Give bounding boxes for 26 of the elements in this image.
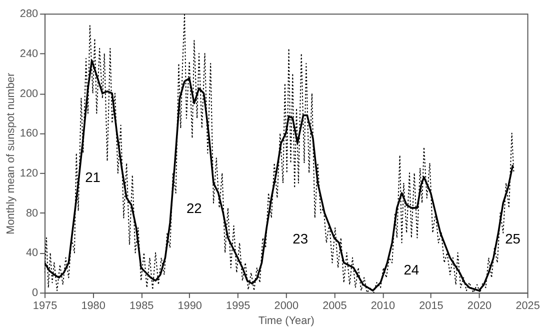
x-axis-title: Time (Year) [258, 314, 314, 327]
y-tick-label: 200 [20, 88, 38, 100]
x-tick-label: 1995 [226, 300, 250, 312]
y-axis-title: Monthly mean of sunspot number [4, 72, 17, 234]
x-tick-label: 2005 [322, 300, 347, 312]
x-tick-label: 2000 [274, 300, 298, 312]
x-tick-label: 2020 [467, 300, 492, 312]
x-tick-label: 2025 [516, 300, 540, 312]
annotation: 23 [292, 230, 308, 247]
y-tick-label: 120 [20, 168, 38, 180]
y-tick-label: 280 [20, 8, 38, 20]
annotation: 21 [85, 169, 101, 186]
y-tick-label: 80 [26, 207, 38, 220]
y-tick-label: 240 [20, 48, 38, 60]
x-tick-label: 2010 [370, 300, 396, 312]
x-tick-label: 1985 [129, 300, 154, 312]
x-tick-label: 1990 [178, 300, 202, 312]
annotation: 25 [505, 230, 521, 247]
x-tick-label: 1975 [32, 300, 58, 312]
y-tick-label: 40 [26, 247, 38, 260]
y-tick-label: 0 [32, 287, 38, 300]
y-tick-label: 160 [20, 128, 38, 140]
x-tick-label: 1980 [81, 300, 106, 312]
x-tick-label: 2015 [419, 300, 444, 312]
annotation: 22 [186, 200, 202, 216]
annotation: 24 [404, 261, 420, 278]
